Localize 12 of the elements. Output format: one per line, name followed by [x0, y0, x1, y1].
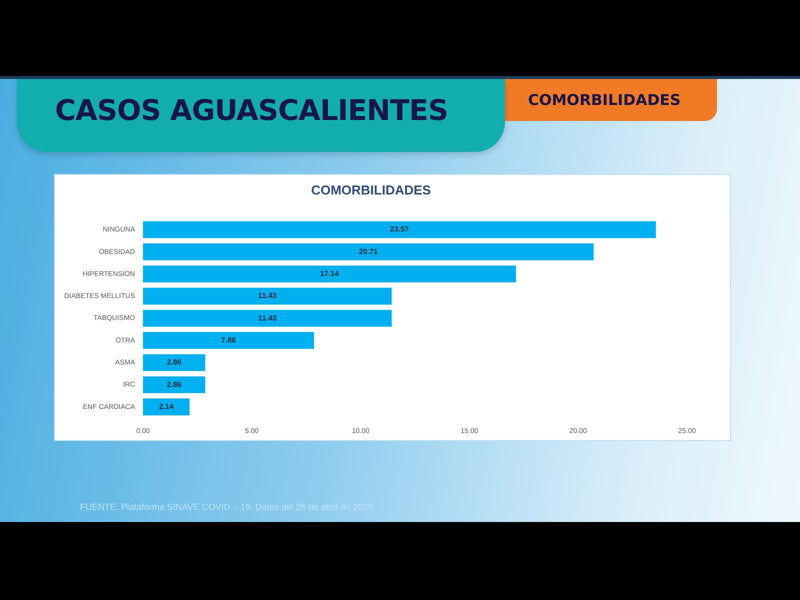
text: COMORBILIDADES: [528, 91, 681, 109]
chart-title: COMORBILIDADES: [311, 182, 432, 198]
bar: [143, 221, 656, 238]
bar: [143, 266, 516, 282]
text: CASOS AGUASCALIENTES: [55, 94, 448, 128]
bar: [143, 376, 206, 394]
bar: [143, 288, 392, 305]
bar: [143, 398, 190, 416]
bar: [143, 243, 594, 260]
bar: [143, 332, 314, 349]
bar: [143, 310, 392, 327]
bar: [143, 354, 206, 372]
